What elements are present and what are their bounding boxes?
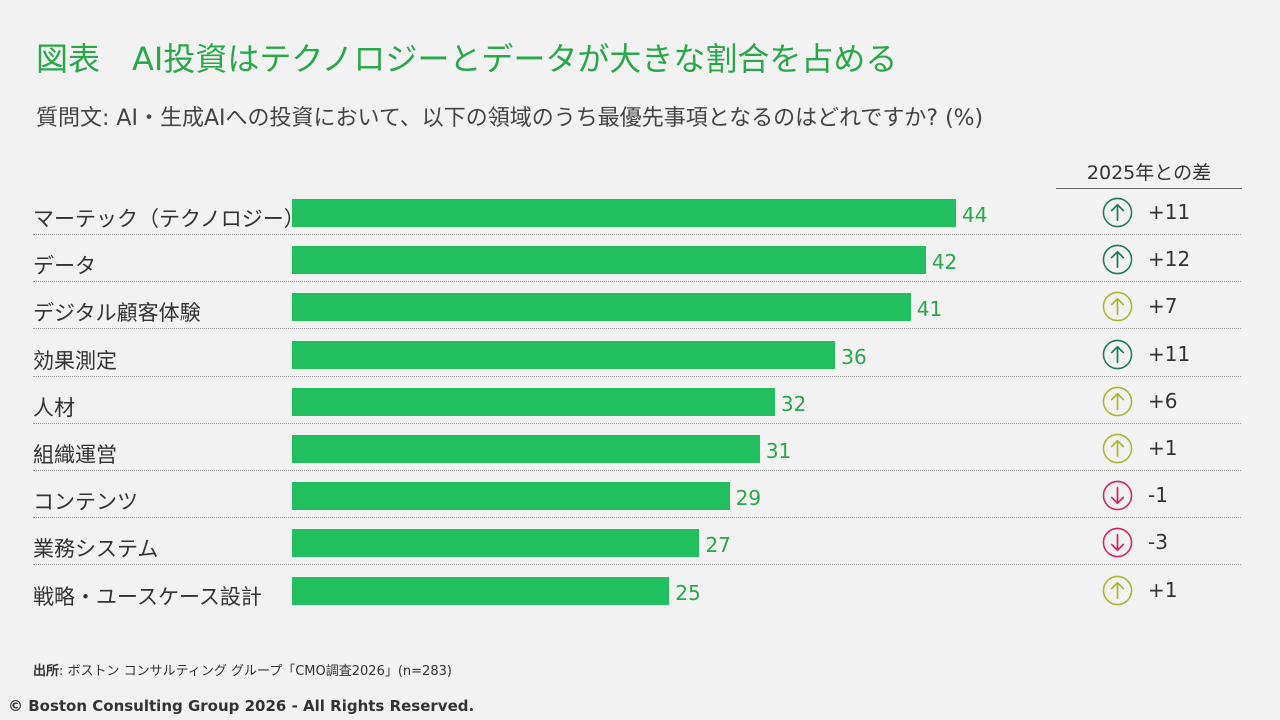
source-label: 出所 — [33, 664, 60, 679]
row-separator — [33, 328, 1241, 330]
bar-value-label: 36 — [841, 344, 867, 369]
chart-row: コンテンツ 29 -1 — [0, 477, 1280, 525]
diff-header-underline — [1056, 188, 1242, 189]
category-label: マーテック（テクノロジー） — [33, 207, 305, 231]
bar — [292, 576, 670, 605]
category-label: デジタル顧客体験 — [33, 301, 201, 326]
chart-row: デジタル顧客体験 41 +7 — [0, 288, 1280, 336]
bar-value-label: 42 — [931, 250, 958, 275]
category-label: 組織運営 — [33, 443, 117, 467]
diff-value: +11 — [1148, 200, 1191, 224]
chart-row: 効果測定 36 +11 — [0, 336, 1280, 384]
bar — [292, 529, 700, 558]
category-label: データ — [33, 254, 96, 279]
bar — [292, 387, 775, 416]
arrow-down-icon — [1102, 480, 1133, 511]
bar-value-label: 31 — [765, 439, 792, 463]
bar-value-label: 32 — [780, 391, 807, 416]
diff-value: +1 — [1148, 577, 1178, 602]
diff-value: +11 — [1148, 341, 1191, 366]
category-label: 業務システム — [33, 537, 159, 562]
bar — [292, 482, 730, 511]
copyright: © Boston Consulting Group 2026 - All Rig… — [8, 697, 475, 715]
diff-column-header: 2025年との差 — [1086, 162, 1212, 184]
category-label: 人材 — [33, 395, 75, 420]
arrow-down-icon — [1102, 528, 1133, 558]
chart-row: 業務システム 27 -3 — [0, 524, 1280, 572]
page-title: 図表 AI投資はテクノロジーとデータが大きな割合を占める — [36, 40, 898, 78]
arrow-up-icon — [1102, 575, 1133, 605]
source-text: : ボストン コンサルティング グループ「CMO調査2026」(n=283) — [59, 664, 452, 679]
diff-value: +12 — [1148, 247, 1191, 272]
chart-row: データ 42 +12 — [0, 241, 1280, 289]
survey-question: 質問文: AI・生成AIへの投資において、以下の領域のうち最優先事項となるのはど… — [36, 106, 984, 131]
bar — [292, 246, 926, 275]
source-note: 出所: ボストン コンサルティング グループ「CMO調査2026」(n=283) — [33, 660, 452, 679]
row-separator — [33, 422, 1241, 424]
row-separator — [33, 375, 1241, 377]
diff-value: -1 — [1148, 483, 1168, 508]
arrow-up-icon — [1102, 433, 1133, 464]
chart-row: 組織運営 31 +1 — [0, 430, 1280, 478]
bar-value-label: 44 — [962, 203, 988, 227]
arrow-up-icon — [1102, 292, 1133, 322]
diff-value: +1 — [1148, 436, 1178, 460]
arrow-up-icon — [1102, 244, 1133, 275]
row-separator — [33, 564, 1241, 566]
bar-value-label: 27 — [705, 533, 731, 558]
chart-row: 戦略・ユースケース設計 25 +1 — [0, 572, 1280, 620]
category-label: コンテンツ — [33, 490, 138, 515]
bar — [292, 199, 956, 227]
category-label: 効果測定 — [33, 348, 117, 373]
row-separator — [33, 234, 1241, 235]
bar-value-label: 25 — [675, 580, 701, 605]
chart-row: 人材 32 +6 — [0, 383, 1280, 431]
row-separator — [33, 281, 1241, 283]
diff-value: +6 — [1148, 388, 1178, 413]
arrow-up-icon — [1102, 339, 1133, 369]
chart-row: マーテック（テクノロジー） 44 +11 — [0, 194, 1280, 242]
row-separator — [33, 470, 1241, 471]
category-label: 戦略・ユースケース設計 — [33, 584, 262, 609]
arrow-up-icon — [1102, 386, 1133, 417]
bar-value-label: 41 — [916, 297, 943, 322]
diff-value: -3 — [1148, 530, 1168, 555]
row-separator — [33, 517, 1241, 519]
arrow-up-icon — [1102, 197, 1133, 228]
bar — [292, 435, 760, 463]
diff-value: +7 — [1148, 294, 1178, 319]
bar-value-label: 29 — [735, 486, 762, 511]
bar — [292, 340, 836, 369]
bar — [292, 293, 911, 322]
